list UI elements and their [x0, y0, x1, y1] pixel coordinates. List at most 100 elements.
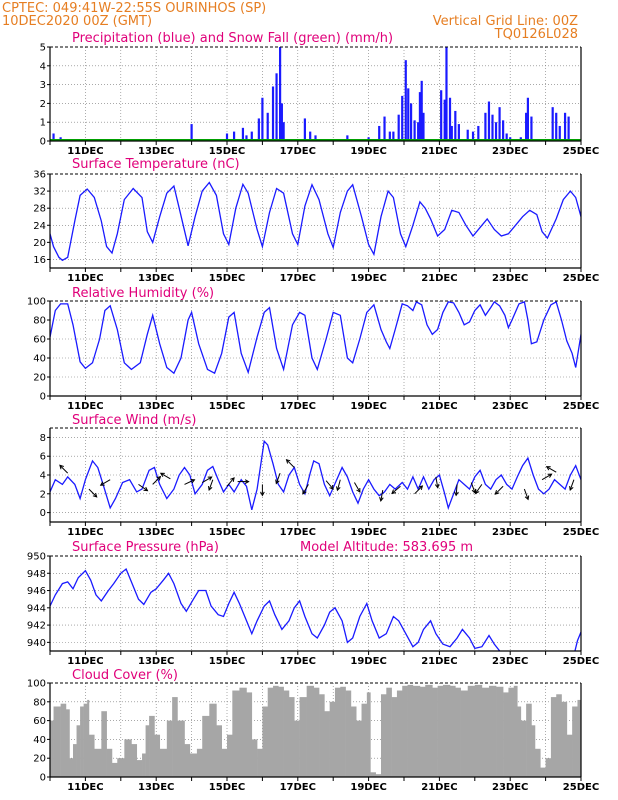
precip-bar [309, 131, 312, 141]
wind-vector-head [230, 477, 235, 482]
wind-xtick-label: 11DEC [67, 527, 103, 538]
humidity-xtick-label: 13DEC [138, 401, 174, 412]
cloud-cover-xtick-label: 19DEC [350, 782, 386, 793]
precip-bar [450, 125, 453, 141]
cloud-cover-panel: Cloud Cover (%) 0 20 40 60 80 100 11DEC 13DEC 15… [27, 668, 599, 793]
cloud-cover-bar [508, 687, 515, 777]
precip-bar [245, 135, 248, 141]
cloud-cover-bar [306, 685, 315, 777]
precipitation-ytick-label: 4 [40, 61, 46, 72]
cloud-cover-bar [520, 720, 527, 777]
precip-bar [418, 92, 422, 141]
precipitation-xtick-label: 19DEC [350, 146, 386, 157]
cloud-cover-bar [345, 690, 352, 777]
pressure-xtick-label: 17DEC [280, 656, 316, 667]
cloud-cover-ytick-label: 40 [33, 735, 46, 746]
precipitation-ytick-label: 0 [40, 137, 46, 148]
cloud-cover-bar [386, 687, 392, 777]
cloud-cover-bar [251, 739, 258, 777]
header-run-time: 10DEC2020 00Z (GMT) [2, 14, 152, 29]
cloud-cover-bar [209, 703, 217, 777]
model-altitude-label: Model Altitude: 583.695 m [300, 540, 473, 555]
cloud-cover-bar [136, 760, 143, 777]
humidity-xtick-label: 23DEC [492, 401, 528, 412]
cloud-cover-bar [517, 706, 522, 777]
temperature-panel: Surface Temperature (nC) 16 20 24 28 32 36 11D… [33, 157, 599, 284]
wind-vector [160, 472, 171, 480]
cloud-cover-bar [402, 685, 408, 777]
pressure-xtick-label: 25DEC [563, 656, 599, 667]
precip-bar [225, 133, 229, 141]
wind-xtick-label: 23DEC [492, 527, 528, 538]
precip-bar [498, 107, 501, 141]
precipitation-ytick-label: 1 [40, 118, 46, 129]
temperature-ytick-label: 28 [33, 204, 46, 215]
humidity-ytick-label: 0 [40, 392, 46, 403]
cloud-cover-bar [334, 687, 341, 777]
precip-bar [471, 131, 475, 141]
precipitation-panel: Precipitation (blue) and Snow Fall (gree… [40, 31, 600, 157]
precip-bar [404, 60, 407, 141]
cloud-cover-bar [53, 706, 61, 777]
cloud-cover-bar [273, 685, 279, 777]
cloud-cover-bar [124, 739, 132, 777]
precip-bar [526, 97, 529, 141]
wind-vector [546, 466, 557, 473]
cloud-cover-bar [329, 701, 336, 777]
wind-xtick-label: 13DEC [138, 527, 174, 538]
cloud-cover-bar [101, 711, 107, 777]
precip-bar [525, 112, 528, 141]
cloud-cover-bar [65, 709, 70, 777]
wind-ytick-label: 4 [40, 471, 46, 482]
precip-bar [420, 80, 423, 141]
precip-bar [440, 90, 443, 141]
header-grid-note: Vertical Grid Line: 00Z [433, 14, 578, 29]
cloud-cover-bar [340, 686, 346, 777]
precip-bar [378, 125, 381, 141]
cloud-cover-bar [294, 720, 300, 777]
wind-vector-head [329, 485, 334, 490]
cloud-cover-ytick-label: 60 [33, 716, 46, 727]
pressure-ytick-label: 946 [27, 586, 46, 597]
cloud-cover-bar [460, 690, 469, 777]
wind-vector-head [275, 479, 280, 485]
precip-bar [457, 124, 460, 141]
humidity-ytick-label: 80 [33, 316, 46, 327]
cloud-cover-bar [83, 703, 88, 777]
precip-bar [530, 116, 533, 141]
precip-bar [502, 120, 505, 141]
cloud-cover-bar [159, 748, 168, 777]
wind-vector-head [143, 486, 149, 492]
cloud-cover-bar [425, 684, 433, 777]
cloud-cover-bar [375, 774, 382, 777]
precip-bar [232, 131, 236, 141]
cloud-cover-bar [561, 701, 568, 777]
cloud-cover-bar [232, 690, 240, 777]
cloud-cover-bar [131, 744, 138, 777]
precip-bar [346, 135, 349, 141]
cloud-cover-ytick-label: 80 [33, 697, 46, 708]
humidity-xtick-label: 21DEC [421, 401, 457, 412]
wind-vector-head [454, 491, 459, 497]
precip-bar [448, 97, 452, 141]
precip-bar [383, 116, 386, 141]
precipitation-xtick-label: 23DEC [492, 146, 528, 157]
precip-bar [494, 122, 498, 141]
temperature-xtick-label: 11DEC [67, 273, 103, 284]
cloud-cover-bar [142, 753, 146, 777]
pressure-ytick-label: 940 [27, 638, 46, 649]
precipitation-xtick-label: 17DEC [280, 146, 316, 157]
wind-vector [201, 476, 212, 483]
cloud-cover-bar [545, 758, 552, 777]
pressure-xtick-label: 19DEC [350, 656, 386, 667]
cloud-cover-bar [166, 720, 173, 777]
temperature-ytick-label: 16 [33, 255, 46, 266]
wind-vector [59, 464, 69, 474]
cloud-cover-bar [577, 699, 582, 777]
cloud-cover-ytick-label: 20 [33, 754, 46, 765]
wind-vector-head [99, 481, 105, 486]
precip-bar [555, 112, 558, 141]
cloud-cover-bar [227, 734, 233, 777]
cloud-cover-bar [550, 697, 557, 777]
